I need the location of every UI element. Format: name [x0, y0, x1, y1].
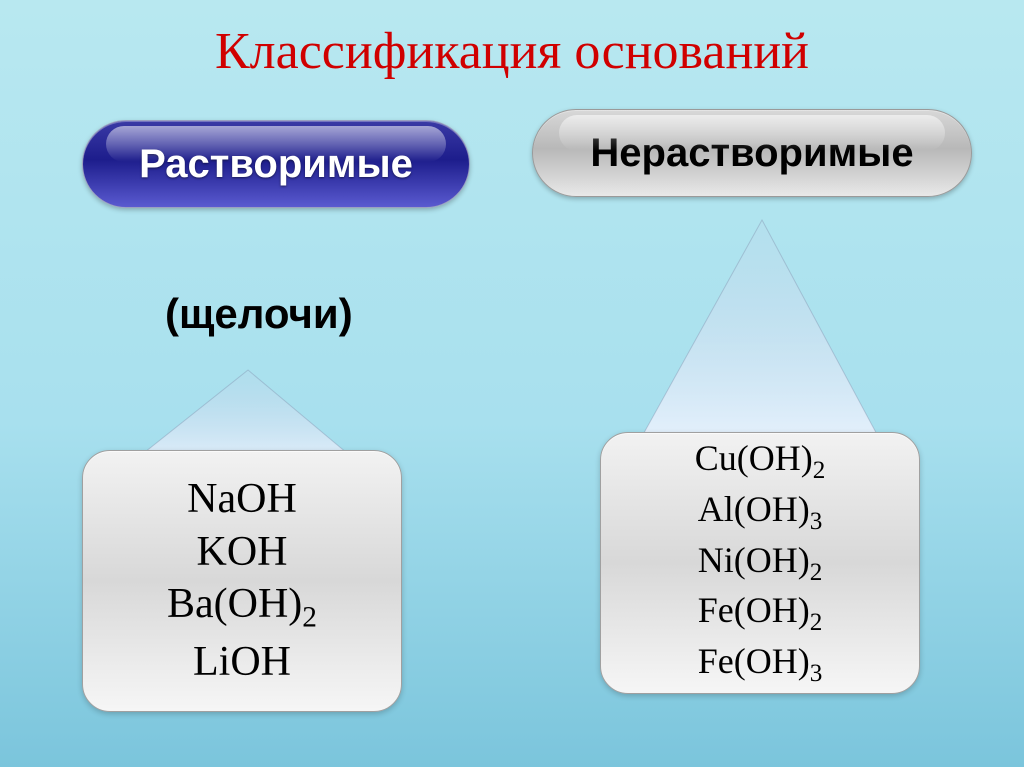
- formula-line: Fe(OH)3: [698, 639, 823, 690]
- formula-line: LiOH: [193, 636, 291, 689]
- pill-insoluble-label: Нерастворимые: [590, 131, 913, 176]
- pill-insoluble: Нерастворимые: [532, 109, 972, 197]
- formula-box-soluble: NaOHKOHBa(OH)2LiOH: [82, 450, 402, 712]
- pill-soluble-label: Растворимые: [139, 142, 413, 187]
- formula-line: Ba(OH)2: [167, 578, 317, 636]
- formula-line: Fe(OH)2: [698, 588, 823, 639]
- formula-line: Cu(OH)2: [695, 436, 826, 487]
- beam-right: [640, 220, 880, 440]
- formula-line: KOH: [197, 526, 288, 579]
- subtitle-alkali: (щелочи): [165, 290, 353, 338]
- formula-line: Al(OH)3: [698, 487, 823, 538]
- formula-box-insoluble: Cu(OH)2Al(OH)3Ni(OH)2Fe(OH)2Fe(OH)3: [600, 432, 920, 694]
- pill-soluble: Растворимые: [82, 120, 470, 208]
- page-title: Классификация оснований: [0, 22, 1024, 81]
- formula-line: NaOH: [187, 473, 297, 526]
- formula-line: Ni(OH)2: [698, 538, 823, 589]
